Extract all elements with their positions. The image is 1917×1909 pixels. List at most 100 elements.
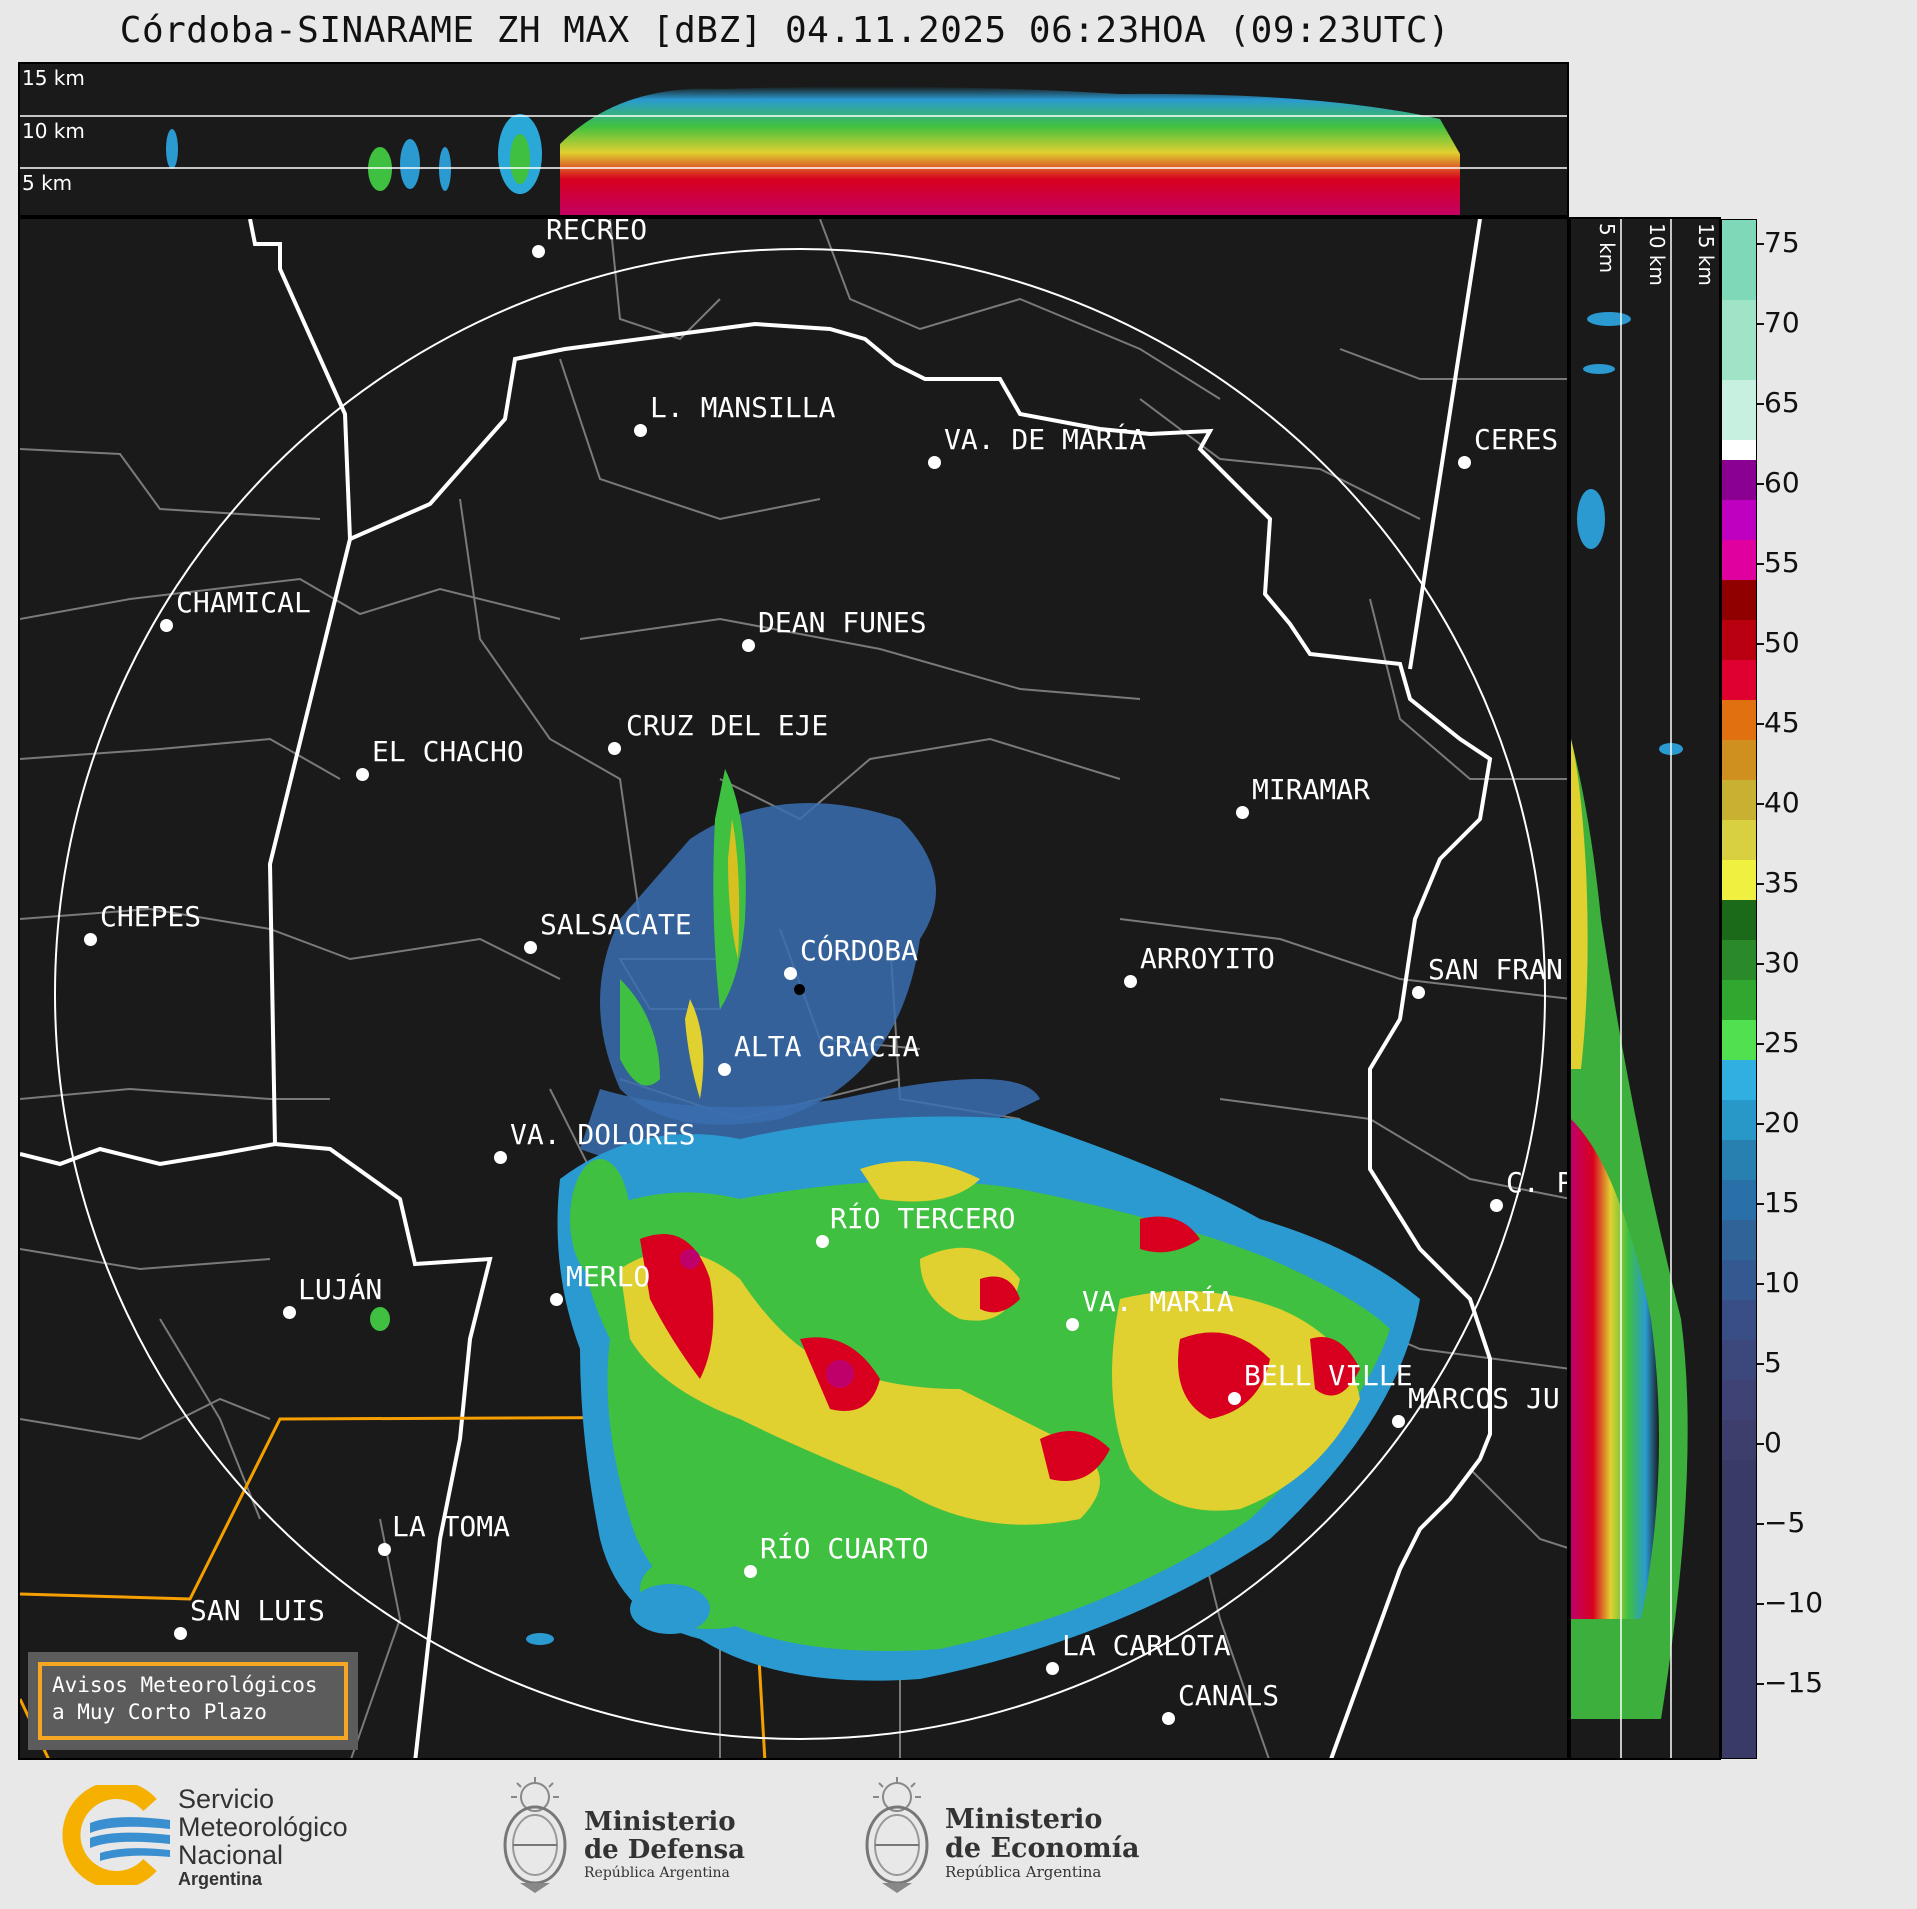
city-label-miramar: MIRAMAR [1252,773,1371,806]
colorbar-tickmark [1757,1203,1764,1205]
smn-logo-line2: Meteorológico [178,1812,348,1842]
avisos-line1: Avisos Meteorológicos [52,1673,318,1697]
city-dot-cruz-del-eje [608,742,621,755]
colorbar-tick: 25 [1764,1026,1800,1059]
city-dot-rio-tercero [816,1235,829,1248]
city-label-san-fran: SAN FRAN [1428,953,1563,986]
city-dot-san-luis [174,1627,187,1640]
colorbar-tickmark [1757,803,1764,805]
city-label-ceres: CERES [1474,423,1559,456]
right-cross-section-image [1571,219,1688,1758]
economia-crest-icon [865,1777,929,1893]
colorbar-tickmark [1757,723,1764,725]
city-label-el-chacho: EL CHACHO [372,735,524,768]
city-dot-va-maria [1066,1318,1079,1331]
height-label-r5km: 5 km [1595,223,1619,274]
colorbar-tickmark [1757,883,1764,885]
city-dot-c-p [1490,1199,1503,1212]
top-cross-section-image [20,86,1567,215]
city-dot-ceres [1458,456,1471,469]
economia-line3: República Argentina [945,1863,1102,1881]
city-label-dean-funes: DEAN FUNES [758,606,927,639]
city-dot-l-mansilla [634,424,647,437]
economia-line2: de Economía [945,1833,1140,1864]
city-label-va-maria: VA. MARÍA [1082,1285,1234,1318]
dbz-colorbar-image [1722,220,1756,1758]
height-label-r15km: 15 km [1694,223,1718,286]
colorbar-tick: 35 [1764,866,1800,899]
city-label-rio-tercero: RÍO TERCERO [830,1202,1016,1235]
city-label-lujan: LUJÁN [298,1273,383,1306]
city-label-rio-cuarto: RÍO CUARTO [760,1532,929,1565]
colorbar-tick: −5 [1764,1506,1806,1539]
city-label-cruz-del-eje: CRUZ DEL EJE [626,709,829,742]
radar-map-image [20,219,1567,1758]
avisos-box[interactable]: Avisos Meteorológicos a Muy Corto Plazo [28,1652,358,1750]
colorbar-tick: 5 [1764,1346,1782,1379]
city-label-salsacate: SALSACATE [540,908,692,941]
height-label-15km: 15 km [22,66,85,90]
radar-site-marker [794,984,805,995]
city-dot-san-fran [1412,986,1425,999]
defensa-line1: Ministerio [584,1807,736,1837]
city-label-merlo: MERLO [566,1260,651,1293]
colorbar-tick: 45 [1764,706,1800,739]
colorbar-tickmark [1757,1443,1764,1445]
colorbar-tickmark [1757,1363,1764,1365]
colorbar-tick: 30 [1764,946,1800,979]
colorbar-tickmark [1757,403,1764,405]
city-label-marcos-ju: MARCOS JU [1408,1382,1560,1415]
city-dot-miramar [1236,806,1249,819]
defensa-line3: República Argentina [584,1865,730,1881]
colorbar-tickmark [1757,483,1764,485]
city-dot-la-toma [378,1543,391,1556]
city-label-la-toma: LA TOMA [392,1510,511,1543]
smn-logo-icon [62,1785,170,1885]
colorbar-tickmark [1757,323,1764,325]
right-cross-section: 5 km 10 km 15 km [1569,217,1721,1760]
city-dot-rio-cuarto [744,1565,757,1578]
colorbar-tickmark [1757,1523,1764,1525]
city-dot-el-chacho [356,768,369,781]
city-dot-la-carlota [1046,1662,1059,1675]
colorbar-tick: 75 [1764,226,1800,259]
top-cross-section: 15 km 10 km 5 km [18,62,1569,217]
smn-logo-line1: Servicio [178,1784,275,1814]
city-dot-canals [1162,1712,1175,1725]
colorbar-tickmark [1757,243,1764,245]
city-label-bell-ville: BELL VILLE [1244,1359,1413,1392]
colorbar-tick: 10 [1764,1266,1800,1299]
city-dot-va-dolores [494,1151,507,1164]
city-dot-merlo [550,1293,563,1306]
defensa-line2: de Defensa [584,1835,745,1865]
colorbar-tick: 55 [1764,546,1800,579]
city-label-san-luis: SAN LUIS [190,1594,325,1627]
colorbar-tick: 15 [1764,1186,1800,1219]
city-label-la-carlota: LA CARLOTA [1062,1629,1231,1662]
city-label-alta-gracia: ALTA GRACIA [734,1030,920,1063]
city-dot-dean-funes [742,639,755,652]
city-dot-bell-ville [1228,1392,1241,1405]
smn-logo-line4: Argentina [178,1869,263,1889]
colorbar-tick: 0 [1764,1426,1782,1459]
colorbar-tickmark [1757,963,1764,965]
colorbar-tickmark [1757,1123,1764,1125]
page-title: Córdoba-SINARAME ZH MAX [dBZ] 04.11.2025… [119,10,1451,51]
city-dot-chamical [160,619,173,632]
city-dot-salsacate [524,941,537,954]
avisos-box-inner: Avisos Meteorológicos a Muy Corto Plazo [38,1662,348,1740]
height-label-10km: 10 km [22,119,85,143]
defensa-crest-icon [503,1777,567,1893]
city-label-va-dolores: VA. DOLORES [510,1118,696,1151]
colorbar-tick: 70 [1764,306,1800,339]
height-label-r10km: 10 km [1645,223,1669,286]
city-label-c-p: C. P [1506,1166,1569,1199]
colorbar-tick: 20 [1764,1106,1800,1139]
city-dot-chepes [84,933,97,946]
colorbar-tickmark [1757,563,1764,565]
city-dot-cordoba [784,967,797,980]
colorbar-tick: 65 [1764,386,1800,419]
smn-logo-line3: Nacional [178,1840,284,1870]
avisos-line2: a Muy Corto Plazo [52,1700,267,1724]
radar-map: RECREO L. MANSILLA VA. DE MARÍA CERES CH… [18,217,1569,1760]
